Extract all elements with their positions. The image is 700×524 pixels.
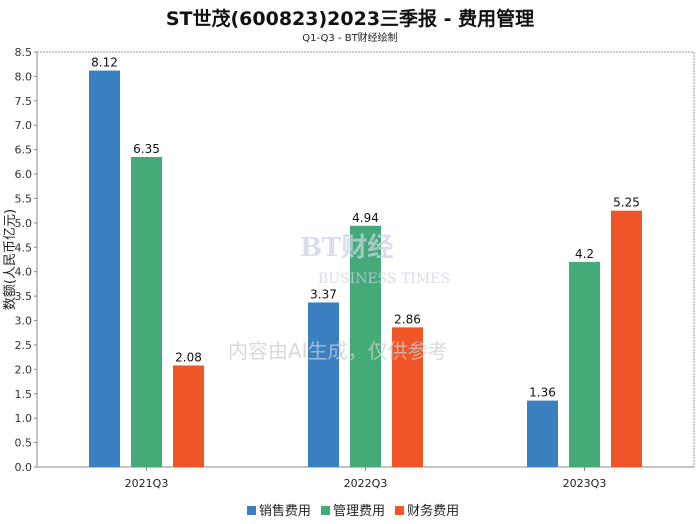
y-tick-label: 6.5	[15, 144, 33, 157]
y-tick-label: 0.5	[15, 437, 33, 450]
legend-swatch-finance	[395, 506, 405, 515]
y-tick-label: 8.0	[15, 70, 33, 83]
bar	[527, 400, 558, 467]
data-label: 3.37	[310, 287, 337, 301]
legend-label: 销售费用	[258, 504, 311, 519]
chart-subtitle: Q1-Q3 - BT财经绘制	[302, 33, 398, 44]
y-tick-label: 8.5	[15, 46, 33, 59]
data-label: 2.86	[394, 312, 421, 326]
bar	[350, 225, 381, 467]
y-tick-label: 5.0	[15, 217, 33, 230]
bar	[392, 327, 423, 467]
data-label: 4.2	[575, 247, 594, 261]
y-tick-label: 2.0	[15, 363, 33, 376]
legend: 销售费用 管理费用 财务费用	[0, 500, 700, 519]
bar	[173, 365, 204, 467]
x-tick-label: 2022Q3	[344, 477, 388, 490]
data-label: 2.08	[175, 350, 202, 364]
y-tick-label: 6.0	[15, 168, 33, 181]
y-tick-label: 4.0	[15, 266, 33, 279]
y-tick-label: 1.5	[15, 388, 33, 401]
y-tick-label: 7.0	[15, 119, 33, 132]
y-tick-label: 0.0	[15, 461, 33, 474]
data-label: 4.94	[352, 211, 379, 225]
y-tick-label: 3.0	[15, 315, 33, 328]
data-label: 5.25	[613, 196, 640, 210]
data-label: 6.35	[133, 142, 160, 156]
legend-label: 财务费用	[407, 504, 460, 519]
bar	[89, 70, 120, 467]
y-tick-label: 3.5	[15, 290, 33, 303]
legend-swatch-sales	[246, 506, 256, 515]
bar	[611, 210, 642, 468]
bar	[569, 261, 600, 467]
bar	[131, 156, 162, 467]
x-tick-label: 2021Q3	[125, 477, 169, 490]
data-label: 8.12	[91, 56, 118, 70]
y-axis-label: 数额(人民币亿元)	[3, 209, 18, 310]
bar	[308, 302, 339, 467]
y-tick-label: 1.0	[15, 412, 33, 425]
y-tick-label: 2.5	[15, 339, 33, 352]
data-label: 1.36	[529, 386, 556, 400]
legend-label: 管理费用	[332, 504, 385, 519]
x-tick-label: 2023Q3	[563, 477, 607, 490]
y-tick-label: 7.5	[15, 95, 33, 108]
legend-swatch-admin	[320, 506, 330, 515]
y-tick-label: 4.5	[15, 241, 33, 254]
y-tick-label: 5.5	[15, 192, 33, 205]
chart-title: ST世茂(600823)2023三季报 - 费用管理	[165, 8, 535, 30]
